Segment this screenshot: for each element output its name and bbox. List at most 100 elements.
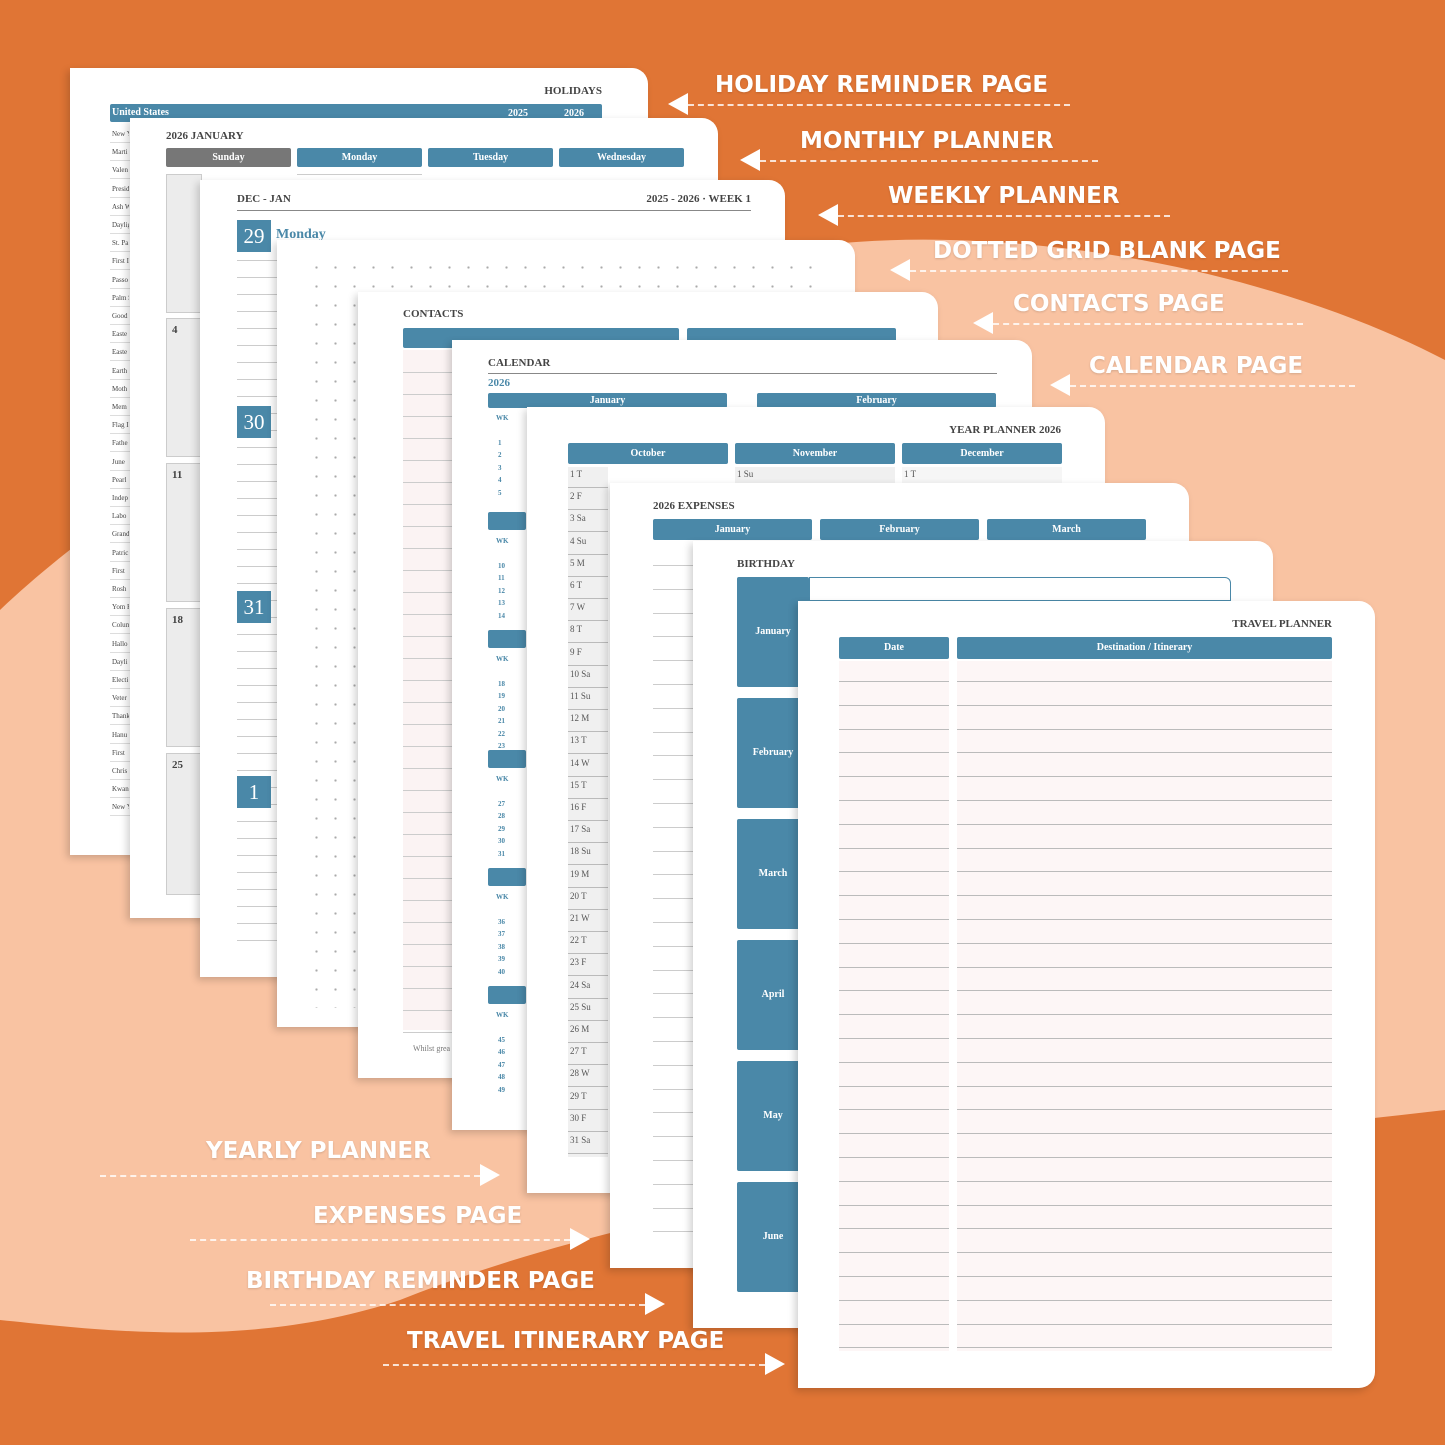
ruled-line	[237, 634, 277, 635]
week-number: 38	[498, 942, 505, 951]
day: 25 Su	[570, 1001, 591, 1012]
holiday-name: Mem	[112, 403, 127, 411]
date: 18	[172, 614, 183, 626]
ruled-line	[568, 620, 608, 622]
ruled-line	[568, 1019, 608, 1021]
day-cell	[297, 174, 422, 178]
page-title: TRAVEL PLANNER	[1232, 618, 1332, 630]
ruled-line	[957, 1299, 1332, 1301]
month-header: January	[488, 393, 727, 408]
ruled-line	[110, 196, 130, 198]
ruled-line	[110, 433, 130, 435]
ruled-line	[568, 1130, 608, 1132]
day: 17 Sa	[570, 824, 591, 835]
day: 2 F	[570, 491, 582, 502]
day: 7 W	[570, 602, 586, 613]
day: 15 T	[570, 779, 587, 790]
ruled-line	[568, 886, 608, 888]
ruled-line	[957, 895, 1332, 897]
week-number: 31	[498, 849, 505, 858]
dashed-line	[100, 1175, 480, 1177]
ruled-line	[653, 1136, 693, 1138]
ruled-line	[110, 560, 130, 562]
ruled-line	[110, 779, 130, 780]
week-number: 39	[498, 955, 505, 964]
ruled-line	[568, 598, 608, 599]
ruled-line	[403, 834, 453, 835]
week-number: 21	[498, 717, 505, 726]
week-number: 40	[498, 967, 505, 976]
holiday-name: Marti	[112, 148, 128, 157]
ruled-line	[839, 1180, 949, 1182]
week-number: 20	[498, 704, 505, 713]
ruled-line	[957, 1347, 1332, 1349]
holiday-name: Thank	[112, 712, 129, 721]
day: 22 T	[570, 935, 587, 946]
ruled-line	[653, 1088, 693, 1090]
ruled-line	[839, 1299, 949, 1301]
ruled-line	[110, 706, 130, 708]
ruled-line	[237, 770, 277, 771]
ruled-line	[110, 469, 130, 471]
ruled-line	[237, 515, 277, 516]
holiday-name: Moth	[112, 384, 128, 393]
ruled-line	[237, 311, 277, 312]
ruled-line	[110, 633, 130, 635]
page-label: MONTHLY PLANNER	[800, 128, 1054, 154]
ruled-line	[110, 415, 130, 416]
ruled-line	[110, 724, 130, 726]
month-header: December	[902, 443, 1062, 464]
month-tab: March	[737, 819, 809, 929]
ruled-line	[653, 945, 693, 947]
holiday-name: Dayli	[112, 657, 128, 666]
ruled-line	[110, 615, 130, 617]
ruled-line	[568, 531, 608, 533]
day: 23 F	[570, 957, 587, 968]
ruled-line	[568, 709, 608, 710]
ruled-line	[568, 575, 608, 577]
ruled-line	[110, 506, 130, 507]
ruled-line	[568, 1108, 608, 1110]
date: 25	[172, 759, 183, 771]
ruled-line	[653, 684, 693, 685]
day: 3 Sa	[570, 513, 586, 524]
ruled-line	[110, 797, 130, 799]
holiday-name: Valen	[112, 166, 128, 175]
header-box	[809, 577, 1231, 601]
ruled-line	[839, 942, 949, 944]
ruled-line	[110, 160, 130, 162]
ruled-line	[403, 658, 453, 659]
ruled-line	[957, 1204, 1332, 1206]
ruled-line	[237, 940, 277, 941]
month-header: January	[653, 519, 812, 540]
ruled-line	[653, 1041, 693, 1042]
ruled-line	[403, 482, 453, 483]
page-title: YEAR PLANNER 2026	[949, 424, 1061, 436]
day: 19 M	[570, 868, 590, 879]
arrow	[818, 204, 838, 226]
page-title: CONTACTS	[403, 308, 464, 320]
day: 20 T	[570, 890, 587, 901]
page-label: EXPENSES PAGE	[313, 1203, 523, 1229]
dashed-line	[688, 104, 1070, 106]
holiday-name: Earth	[112, 366, 128, 375]
ruled-line	[653, 731, 693, 733]
ruled-line	[237, 294, 277, 295]
holiday-name: Labo	[112, 512, 127, 521]
ruled-line	[110, 214, 130, 216]
week-bar	[488, 868, 526, 886]
ruled-line	[237, 345, 277, 346]
ruled-line	[403, 966, 453, 967]
weekday-header: Sunday	[166, 148, 291, 167]
row-band	[403, 350, 453, 1030]
ruled-line	[110, 251, 130, 253]
ruled-line	[568, 931, 608, 932]
ruled-line	[653, 1112, 693, 1114]
ruled-line	[653, 922, 693, 923]
holiday-name: Electi	[112, 676, 129, 684]
date-box: 30	[237, 406, 271, 438]
week-number: 4	[498, 476, 502, 485]
ruled-line	[957, 966, 1332, 968]
dashed-line	[190, 1239, 570, 1241]
ruled-line	[403, 746, 453, 747]
